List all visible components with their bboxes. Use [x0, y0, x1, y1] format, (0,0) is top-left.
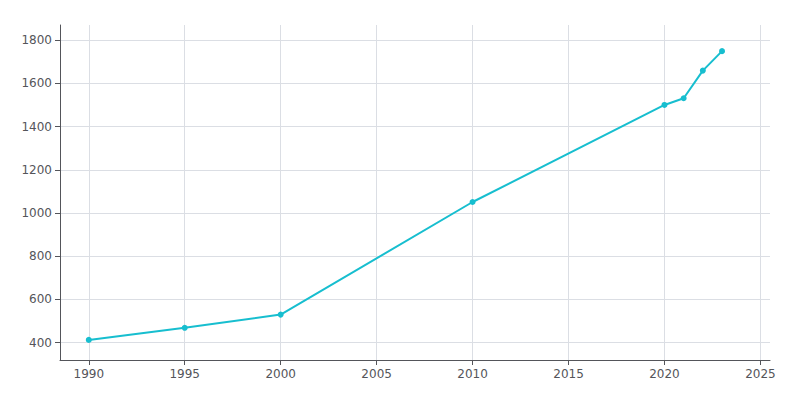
svg-text:400: 400 [29, 336, 52, 350]
svg-text:2010: 2010 [457, 367, 488, 381]
svg-text:1000: 1000 [21, 206, 52, 220]
svg-text:2020: 2020 [649, 367, 680, 381]
svg-text:1200: 1200 [21, 163, 52, 177]
svg-text:1400: 1400 [21, 120, 52, 134]
svg-text:1990: 1990 [74, 367, 105, 381]
svg-text:600: 600 [29, 292, 52, 306]
svg-text:2000: 2000 [265, 367, 296, 381]
svg-text:1800: 1800 [21, 33, 52, 47]
svg-text:2005: 2005 [361, 367, 392, 381]
svg-text:800: 800 [29, 249, 52, 263]
svg-text:1600: 1600 [21, 76, 52, 90]
svg-text:1995: 1995 [169, 367, 200, 381]
svg-text:2025: 2025 [745, 367, 776, 381]
svg-text:2015: 2015 [553, 367, 584, 381]
